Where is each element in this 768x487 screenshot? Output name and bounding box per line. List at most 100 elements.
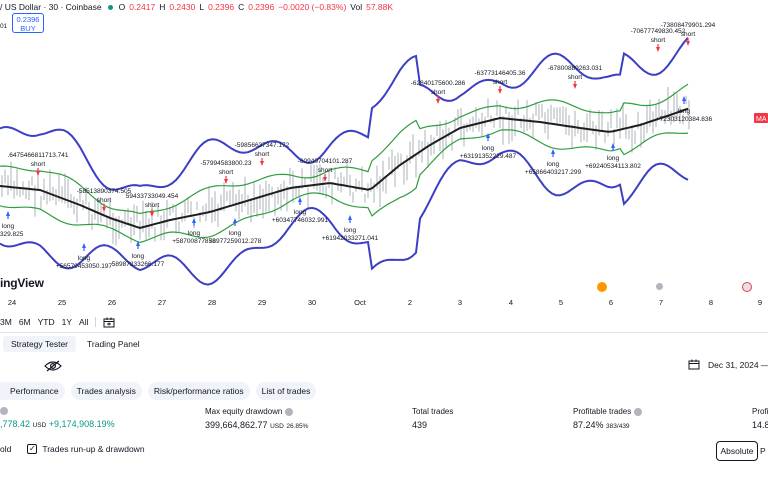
tab-performance[interactable]: Performance [0, 382, 65, 400]
short-label: short [493, 79, 508, 86]
short-arrow-icon [102, 207, 106, 212]
price-chart[interactable]: MA .6475466811713.741 short -58513890374.50… [0, 0, 768, 295]
flag-icon[interactable] [742, 282, 752, 292]
long-label: long [132, 253, 145, 260]
short-arrow-icon [436, 99, 440, 104]
inner-lower-line [0, 129, 689, 244]
trade-value-label: +69240534113.802 [585, 163, 641, 170]
short-arrow-icon [260, 161, 264, 166]
tradingview-logo: ingView [0, 276, 44, 290]
info-icon[interactable] [285, 407, 294, 416]
time-axis-label: 29 [257, 298, 267, 307]
short-arrow-icon [498, 89, 502, 94]
info-icon[interactable] [634, 407, 643, 416]
metric-max-equity-drawdown: Max equity drawdown 399,664,862.77 USD 2… [205, 407, 309, 430]
trade-value-label: -70677749830.452 [631, 28, 686, 35]
short-label: short [681, 31, 696, 38]
calendar-event-icon[interactable] [597, 282, 607, 292]
long-arrow-icon [233, 218, 237, 223]
short-label: short [219, 169, 234, 176]
market-open-icon [107, 4, 113, 10]
absolute-button[interactable]: Absolute [716, 441, 758, 461]
range-3m[interactable]: 3M [0, 317, 12, 327]
long-label: long [78, 255, 91, 262]
time-axis-label: 7 [658, 298, 664, 307]
trade-value-label: -58513890374.505 [77, 188, 132, 195]
short-arrow-icon [573, 84, 577, 89]
short-label: short [651, 37, 666, 44]
metric-total-trades: Total trades 439 [412, 407, 454, 430]
bottom-panel-tabs: Strategy Tester Trading Panel [0, 336, 148, 352]
symbol-title: / US Dollar · 30 · Coinbase [0, 2, 102, 12]
calendar-icon [688, 359, 700, 370]
buy-button[interactable]: 0.2396 BUY [12, 13, 44, 33]
date-range-text: Dec 31, 2024 — Oc [708, 359, 768, 370]
divider [0, 332, 768, 333]
trade-value-label: -67800889263.031 [548, 65, 603, 72]
price-change: −0.0020 (−0.83%) [278, 2, 347, 12]
runup-drawdown-checkbox[interactable]: ✓ [27, 444, 38, 454]
range-1y[interactable]: 1Y [61, 317, 73, 327]
ohlc-legend: / US Dollar · 30 · Coinbase O 0.2417 H 0.2… [0, 2, 394, 12]
range-all[interactable]: All [79, 317, 89, 327]
inner-upper-line [0, 83, 689, 215]
long-label: long [678, 108, 691, 115]
time-axis-label: 28 [207, 298, 217, 307]
time-axis-label: 26 [107, 298, 117, 307]
tab-trades-analysis[interactable]: Trades analysis [70, 382, 142, 400]
long-arrow-icon [136, 241, 140, 246]
metric-profit-factor: Profi 14.8 [752, 407, 768, 430]
runup-drawdown-label: Trades run-up & drawdown [42, 444, 145, 454]
trade-value-label: +58700877878 [172, 238, 216, 245]
metric-net-profit: ,778.42 USD +9,174,908.19% [0, 407, 115, 429]
time-axis-label: 2 [407, 298, 413, 307]
tab-strategy-tester[interactable]: Strategy Tester [3, 336, 77, 352]
trade-value-label: -57994583800.23 [201, 160, 252, 167]
time-axis-label: 4 [508, 298, 514, 307]
time-axis-label: 8 [708, 298, 714, 307]
time-axis[interactable]: 24 25 26 27 28 29 30 Oct 2 3 4 5 6 7 8 9 [0, 298, 768, 312]
trade-value-label: -62840175600.286 [411, 80, 466, 87]
range-ytd[interactable]: YTD [37, 317, 55, 327]
buy-hold-label: old [0, 444, 12, 454]
eye-crossed-icon[interactable] [44, 360, 62, 372]
long-label: long [482, 145, 495, 152]
upper-band-line [0, 36, 689, 191]
long-arrow-icon [348, 215, 352, 220]
time-axis-label: 5 [558, 298, 564, 307]
range-6m[interactable]: 6M [18, 317, 31, 327]
time-axis-label: 27 [157, 298, 167, 307]
short-label: short [255, 151, 270, 158]
trade-value-label: -63773146405.36 [475, 70, 526, 77]
calendar-event-icon-2[interactable] [656, 283, 663, 290]
short-arrow-icon [686, 41, 690, 46]
long-label: long [607, 155, 620, 162]
strategy-subtabs: Performance Trades analysis Risk/perform… [0, 382, 317, 400]
trade-value-label: +72303120384.836 [656, 116, 713, 123]
long-label: long [344, 227, 357, 234]
info-icon[interactable] [0, 407, 8, 415]
date-range-selector[interactable]: Dec 31, 2024 — Oc [688, 359, 768, 370]
long-arrow-icon [82, 243, 86, 248]
calendar-icon[interactable] [103, 317, 115, 328]
short-label: short [431, 89, 446, 96]
percent-button[interactable]: P [760, 446, 766, 456]
long-arrow-icon [6, 211, 10, 216]
trade-value-label: +56579453050.197 [56, 263, 113, 270]
tab-list-of-trades[interactable]: List of trades [255, 382, 317, 400]
short-label: short [31, 161, 46, 168]
time-axis-label: 24 [7, 298, 17, 307]
trade-value-label: -73808479901.294 [661, 22, 716, 29]
long-label: long [547, 161, 560, 168]
trade-value-label: .6475466811713.741 [8, 152, 69, 159]
trade-value-label: +65866403217.299 [525, 169, 582, 176]
last-price-tag [754, 113, 768, 123]
short-label: short [97, 197, 112, 204]
short-label: short [145, 202, 160, 209]
time-axis-label: 9 [757, 298, 763, 307]
lower-band-line [0, 149, 689, 286]
chart-canvas: MA .6475466811713.741 short -58513890374.50… [0, 22, 768, 286]
tab-trading-panel[interactable]: Trading Panel [87, 339, 140, 349]
tab-risk-performance-ratios[interactable]: Risk/performance ratios [147, 382, 250, 400]
long-arrow-icon [611, 143, 615, 148]
